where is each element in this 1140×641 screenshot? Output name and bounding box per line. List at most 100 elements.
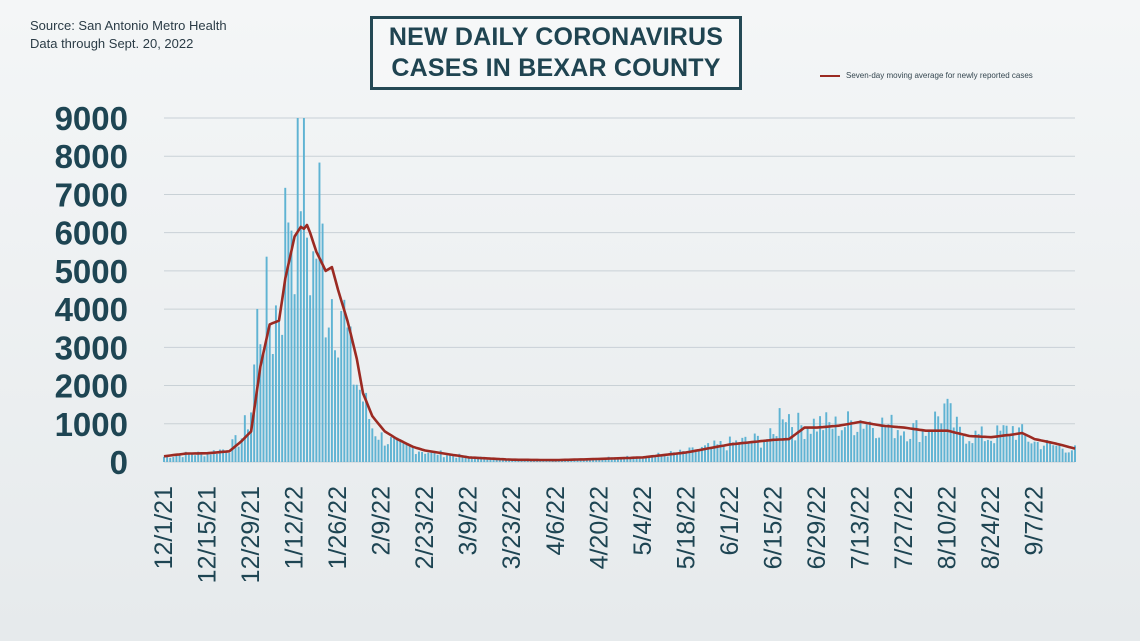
daily-case-bar — [657, 452, 660, 462]
daily-case-bar — [648, 456, 651, 462]
daily-case-bar — [517, 460, 520, 462]
daily-case-bar — [638, 457, 641, 462]
daily-case-bar — [1070, 450, 1073, 462]
daily-case-bar — [834, 416, 837, 462]
daily-case-bar — [414, 454, 417, 462]
daily-case-bar — [284, 187, 287, 462]
daily-case-bar — [290, 230, 293, 462]
daily-case-bar — [219, 449, 221, 462]
daily-case-bar — [234, 435, 237, 462]
daily-case-bar — [641, 458, 644, 462]
daily-case-bar — [299, 211, 302, 462]
daily-case-bar — [750, 441, 753, 462]
daily-case-bar — [1033, 441, 1036, 462]
source-note: Source: San Antonio Metro Health Data th… — [30, 17, 227, 53]
daily-case-bar — [445, 455, 448, 462]
daily-case-bar — [1046, 439, 1048, 462]
daily-case-bar — [259, 344, 262, 462]
daily-case-bar — [875, 438, 877, 462]
daily-case-bar — [903, 431, 905, 462]
x-tick-label: 9/7/22 — [1021, 486, 1049, 556]
daily-case-bar — [390, 437, 392, 462]
daily-case-bar — [163, 456, 165, 462]
daily-case-bar — [760, 447, 762, 462]
y-tick-label: 2000 — [55, 368, 128, 405]
daily-case-bar — [713, 440, 716, 462]
daily-case-bar — [794, 440, 797, 462]
daily-case-bar — [676, 453, 678, 462]
daily-case-bar — [166, 456, 169, 462]
y-tick-label: 9000 — [55, 100, 128, 137]
daily-case-bar — [952, 427, 955, 462]
daily-case-bar — [520, 460, 523, 462]
daily-case-bar — [489, 459, 492, 462]
daily-case-bar — [983, 441, 986, 462]
x-tick-label: 8/24/22 — [977, 486, 1005, 569]
daily-case-bar — [172, 456, 175, 462]
daily-case-bar — [735, 440, 738, 462]
daily-case-bar — [271, 354, 274, 462]
daily-case-bar — [492, 458, 495, 462]
daily-case-bar — [632, 458, 635, 462]
moving-average-line — [163, 223, 1076, 462]
daily-case-bar — [931, 431, 933, 462]
daily-case-bar — [924, 435, 927, 462]
daily-case-bar — [977, 433, 980, 462]
daily-case-bar — [968, 441, 971, 462]
legend-label: Seven-day moving average for newly repor… — [846, 71, 1033, 80]
daily-case-bar — [732, 442, 734, 462]
daily-case-bar — [321, 223, 324, 462]
x-tick-label: 4/6/22 — [542, 486, 570, 556]
daily-case-bar — [191, 454, 193, 462]
daily-case-bar — [651, 456, 654, 462]
x-tick-label: 2/9/22 — [368, 486, 396, 556]
daily-case-bar — [330, 299, 333, 462]
daily-case-bar — [1064, 452, 1067, 462]
daily-case-bar — [411, 447, 414, 462]
daily-case-bar — [327, 327, 330, 462]
daily-case-bar — [396, 437, 399, 462]
daily-case-bar — [837, 435, 840, 462]
x-tick-label: 12/1/21 — [150, 486, 178, 569]
daily-case-bar — [209, 454, 212, 462]
daily-case-bar — [937, 416, 940, 462]
daily-case-bar — [1067, 452, 1070, 462]
daily-case-bar — [962, 436, 965, 462]
daily-case-bar — [1036, 442, 1039, 462]
daily-case-bar — [871, 428, 874, 462]
daily-case-bar — [206, 453, 209, 462]
x-tick-label: 5/4/22 — [629, 486, 657, 556]
daily-case-bar — [470, 457, 473, 462]
daily-case-bar — [791, 427, 794, 462]
daily-case-bar — [1027, 441, 1030, 462]
daily-case-bar — [278, 320, 281, 462]
daily-case-bar — [747, 441, 750, 462]
y-tick-label: 8000 — [55, 138, 128, 175]
daily-case-bar — [302, 118, 305, 462]
daily-case-bar — [915, 420, 918, 462]
daily-case-bar — [815, 431, 818, 462]
daily-case-bar — [1052, 445, 1055, 462]
daily-case-bar — [629, 458, 632, 462]
daily-case-bar — [1018, 427, 1020, 462]
daily-case-bar — [365, 392, 368, 462]
x-tick-label: 8/10/22 — [934, 486, 962, 569]
daily-case-bar — [666, 456, 669, 462]
daily-case-bar — [943, 403, 946, 462]
daily-case-bar — [850, 420, 853, 462]
daily-case-bar — [878, 437, 881, 462]
daily-case-bar — [831, 428, 834, 462]
daily-case-bar — [464, 455, 467, 462]
x-tick-label: 3/23/22 — [498, 486, 526, 569]
daily-case-bar — [318, 162, 321, 462]
daily-case-bar — [287, 222, 290, 462]
x-tick-label: 5/18/22 — [672, 486, 700, 569]
daily-case-bar — [598, 458, 601, 462]
daily-case-bar — [716, 444, 719, 462]
daily-case-bar — [884, 426, 887, 462]
daily-case-bar — [231, 439, 234, 462]
daily-case-bar — [442, 457, 445, 462]
y-tick-label: 1000 — [55, 406, 128, 443]
daily-case-bar — [769, 428, 772, 462]
